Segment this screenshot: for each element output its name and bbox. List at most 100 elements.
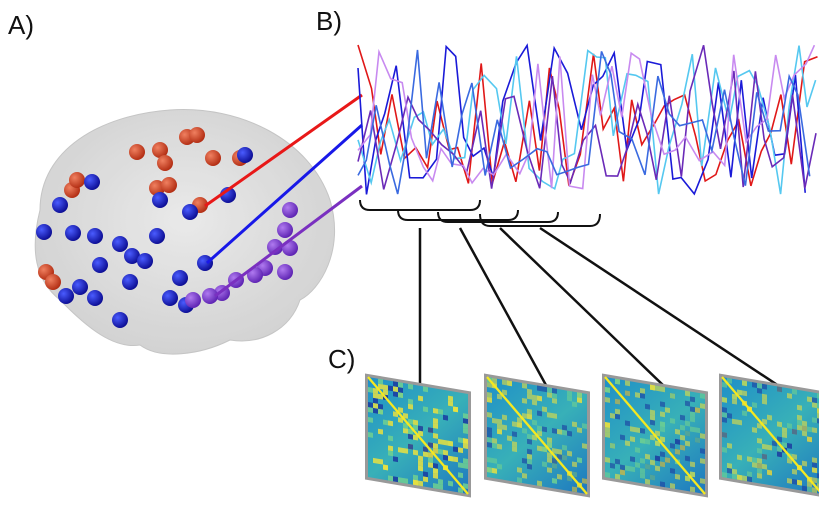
- matrix-cell: [507, 380, 512, 386]
- matrix-cell: [492, 458, 497, 464]
- matrix-cell: [408, 434, 413, 440]
- matrix-cell: [727, 468, 732, 474]
- matrix-cell: [522, 383, 527, 389]
- matrix-cell: [615, 474, 620, 480]
- matrix-cell: [782, 427, 787, 433]
- matrix-cell: [413, 475, 418, 481]
- matrix-cell: [368, 432, 373, 438]
- matrix-cell: [453, 446, 458, 452]
- matrix-cell: [502, 380, 507, 386]
- matrix-cell: [453, 406, 458, 412]
- matrix-cell: [552, 428, 557, 434]
- matrix-cell: [665, 457, 670, 463]
- node: [72, 279, 88, 295]
- matrix-cell: [605, 427, 610, 433]
- matrix-cell: [497, 464, 502, 470]
- matrix-cell: [655, 386, 660, 392]
- matrix-cell: [448, 396, 453, 402]
- matrix-cell: [640, 473, 645, 479]
- node: [84, 174, 100, 190]
- matrix-cell: [752, 427, 757, 433]
- matrix-cell: [408, 384, 413, 390]
- matrix-cell: [537, 386, 542, 392]
- node: [189, 127, 205, 143]
- matrix-cell: [418, 426, 423, 432]
- matrix-cell: [433, 483, 438, 489]
- matrix-cell: [690, 411, 695, 417]
- matrix-cell: [378, 429, 383, 435]
- matrix-cell: [557, 429, 562, 435]
- matrix-cell: [572, 486, 577, 492]
- matrix-cell: [787, 423, 792, 429]
- matrix-cell: [655, 456, 660, 462]
- matrix-cell: [552, 388, 557, 394]
- matrix-cell: [640, 393, 645, 399]
- matrix-cell: [635, 462, 640, 468]
- matrix-cell: [388, 420, 393, 426]
- matrix-cell: [388, 445, 393, 451]
- matrix-cell: [443, 415, 448, 421]
- matrix-cell: [373, 403, 378, 409]
- matrix-cell: [655, 466, 660, 472]
- matrix-cell: [807, 396, 812, 402]
- matrix-cell: [562, 430, 567, 436]
- matrix-cell: [700, 458, 705, 464]
- matrix-cell: [527, 409, 532, 415]
- node: [277, 264, 293, 280]
- matrix-cell: [433, 433, 438, 439]
- matrix-cell: [512, 446, 517, 452]
- matrix-cell: [403, 448, 408, 454]
- matrix-cell: [428, 457, 433, 463]
- matrix-cell: [433, 443, 438, 449]
- matrix-cell: [792, 389, 797, 395]
- matrix-cell: [458, 462, 463, 468]
- matrix-cell: [752, 402, 757, 408]
- figure: A) B) C): [0, 0, 819, 514]
- node: [52, 197, 68, 213]
- matrix-cell: [615, 399, 620, 405]
- matrix-cell: [610, 413, 615, 419]
- matrix-cell: [458, 447, 463, 453]
- matrix-cell: [448, 441, 453, 447]
- node: [182, 204, 198, 220]
- matrix: [484, 373, 590, 497]
- matrix-cell: [620, 470, 625, 476]
- matrix-cell: [812, 402, 817, 408]
- matrix-cell: [752, 457, 757, 463]
- matrix-cell: [802, 426, 807, 432]
- matrix-cell: [742, 410, 747, 416]
- matrix-cell: [630, 436, 635, 442]
- matrix-cell: [685, 431, 690, 437]
- matrix-cell: [645, 439, 650, 445]
- matrix-cell: [552, 463, 557, 469]
- matrix-cell: [610, 463, 615, 469]
- matrix-cell: [418, 481, 423, 487]
- matrix-cell: [630, 466, 635, 472]
- matrix: [719, 373, 819, 497]
- matrix-cell: [807, 436, 812, 442]
- matrix-cell: [502, 425, 507, 431]
- node: [161, 177, 177, 193]
- matrix-cell: [675, 439, 680, 445]
- matrix-cell: [722, 447, 727, 453]
- node: [162, 290, 178, 306]
- matrix-cell: [398, 477, 403, 483]
- matrix-cell: [572, 401, 577, 407]
- node: [152, 192, 168, 208]
- matrix-cell: [605, 457, 610, 463]
- node: [112, 312, 128, 328]
- matrix-cell: [522, 458, 527, 464]
- matrix-cell: [797, 480, 802, 486]
- matrix-cell: [605, 472, 610, 478]
- matrix-cell: [640, 458, 645, 464]
- node: [112, 236, 128, 252]
- matrix-cell: [547, 437, 552, 443]
- matrix-cell: [368, 402, 373, 408]
- matrix-cell: [532, 420, 537, 426]
- matrix-cell: [650, 385, 655, 391]
- matrix-cell: [762, 454, 767, 460]
- window-links: [420, 228, 785, 390]
- matrix-cell: [458, 437, 463, 443]
- matrix-cell: [517, 422, 522, 428]
- matrix-cell: [572, 461, 577, 467]
